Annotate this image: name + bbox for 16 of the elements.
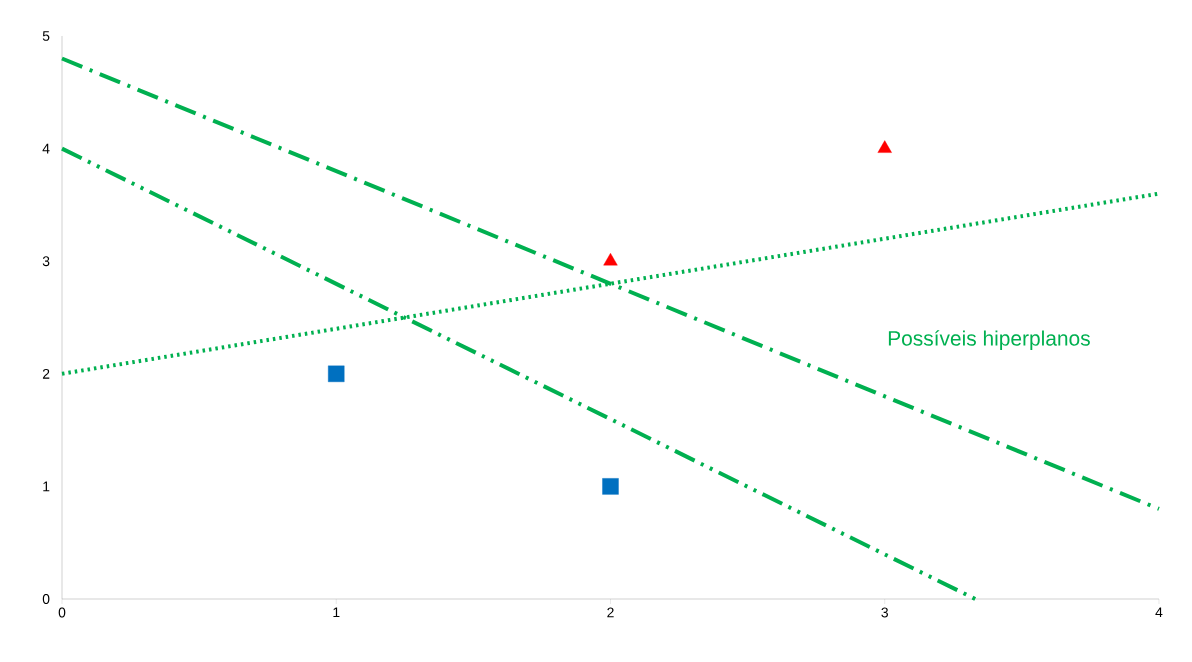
point	[603, 253, 618, 266]
point	[328, 365, 345, 382]
y-tick-label: 2	[42, 368, 50, 379]
x-tick-label: 2	[607, 607, 614, 618]
y-tick-label: 3	[42, 256, 50, 267]
y-tick-label: 0	[42, 594, 50, 604]
x-tick-label: 1	[333, 607, 340, 618]
point	[877, 140, 892, 153]
x-tick-label: 4	[1155, 607, 1163, 618]
annotation: Possíveis hiperplanos	[888, 330, 1090, 350]
y-tick-label: 4	[42, 143, 50, 154]
x-tick-label: 0	[58, 607, 66, 618]
point	[602, 478, 619, 495]
y-tick-label: 5	[42, 31, 50, 41]
x-tick-label: 3	[881, 607, 888, 618]
y-tick-label: 1	[43, 481, 50, 492]
